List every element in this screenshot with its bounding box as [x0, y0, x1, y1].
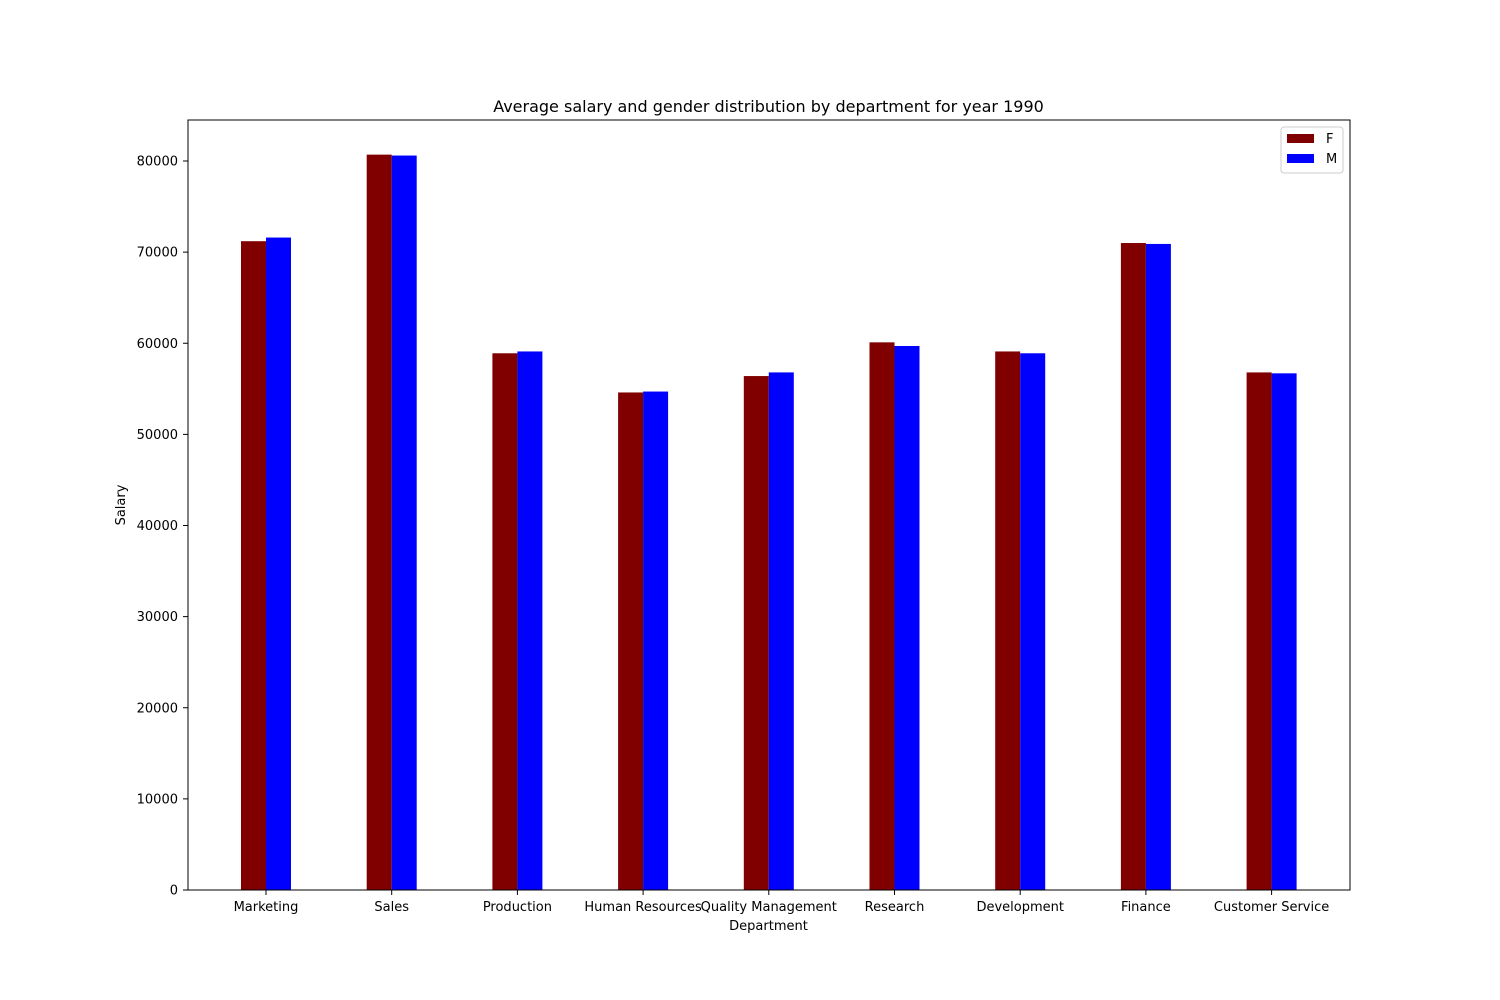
bar-F-sales: [366, 154, 392, 891]
bar-F-production: [492, 353, 518, 891]
x-tick-label: Customer Service: [1214, 900, 1329, 915]
y-tick-label: 50000: [137, 428, 178, 443]
legend-label-M: M: [1326, 152, 1337, 167]
bar-M-research: [894, 345, 920, 890]
x-tick-label: Production: [483, 900, 552, 915]
x-tick-label: Quality Management: [701, 900, 837, 915]
y-tick-label: 30000: [137, 610, 178, 625]
y-tick-label: 60000: [137, 337, 178, 352]
x-axis: Marketing Sales Production Human ResourcesQ…: [234, 890, 1329, 915]
bar-F-customer-service: [1246, 372, 1272, 891]
bar-F-quality-management: [743, 376, 769, 890]
bar-F-marketing: [241, 241, 266, 891]
bars-layer: [241, 154, 1297, 891]
y-axis: 0 10000 20000 30000 40000 50000 60000 70000 8000…: [137, 155, 188, 899]
y-tick-label: 70000: [137, 246, 178, 261]
plot-frame: [187, 119, 1351, 891]
y-tick-label: 20000: [137, 701, 178, 716]
legend-label-F: F: [1326, 132, 1333, 147]
legend: FM: [1280, 126, 1344, 174]
bar-F-finance: [1120, 243, 1146, 890]
y-tick-label: 80000: [137, 155, 178, 170]
x-tick-label: Sales: [374, 900, 409, 915]
y-tick-label: 10000: [137, 792, 178, 807]
x-tick-label: Finance: [1121, 900, 1171, 915]
x-tick-label: Human Resources: [584, 900, 702, 915]
bar-M-finance: [1145, 243, 1171, 890]
bar-M-quality-management: [768, 372, 794, 891]
bar-M-marketing: [266, 237, 291, 890]
bar-M-development: [1020, 353, 1046, 891]
legend-swatch-F: [1287, 134, 1314, 143]
x-tick-label: Development: [976, 900, 1064, 915]
bar-F-research: [869, 342, 895, 890]
legend-swatch-M: [1287, 154, 1314, 163]
chart-title: Average salary and gender distribution b…: [493, 97, 1044, 116]
bar-F-human-resources: [618, 392, 644, 890]
x-tick-label: Research: [865, 900, 925, 915]
y-tick-label: 0: [170, 884, 178, 899]
y-tick-label: 40000: [137, 519, 178, 534]
bar-M-sales: [391, 155, 417, 891]
bar-M-human-resources: [643, 391, 669, 890]
bar-M-production: [517, 351, 543, 890]
bar-F-development: [995, 351, 1021, 890]
y-axis-label: Salary: [114, 484, 129, 525]
x-tick-label: Marketing: [234, 900, 299, 915]
x-axis-label: Department: [729, 919, 808, 934]
bar-M-customer-service: [1271, 373, 1297, 890]
